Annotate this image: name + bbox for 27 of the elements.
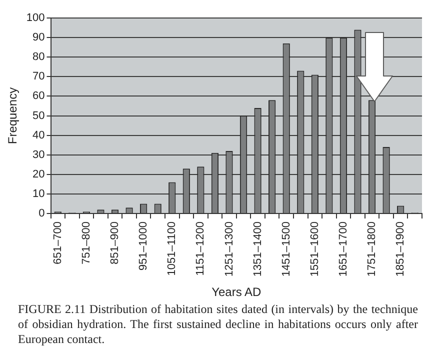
y-tick-label: 20 — [32, 168, 45, 180]
y-tick-label: 10 — [32, 188, 45, 200]
y-tick-label: 50 — [32, 110, 45, 122]
y-tick-label: 30 — [32, 148, 45, 161]
x-tick-label: 1151–1200 — [194, 222, 207, 276]
x-tick-label: 1251–1300 — [223, 222, 236, 277]
y-tick-label: 60 — [32, 90, 45, 102]
x-tick-label: 651–700 — [52, 222, 64, 264]
x-tick-label: 951–1000 — [138, 222, 150, 270]
y-tick-label: 80 — [32, 51, 45, 64]
x-tick-label: 1051–1100 — [166, 222, 178, 276]
x-tick-label: 1451–1500 — [280, 222, 292, 277]
x-tick-label: 1551–1600 — [308, 222, 321, 277]
x-tick-label: 1751–1800 — [366, 222, 378, 277]
x-tick-label: 751–800 — [80, 222, 92, 264]
y-tick-label: 70 — [32, 70, 45, 83]
y-axis-title: Frequency — [6, 87, 20, 144]
caption: FIGURE 2.11 Distribution of habitation sites dated (in intervals) by the technique of obsidian hydration. The first sustained decline in habitations occurs only after European contact. — [18, 302, 418, 347]
y-tick-label: 90 — [32, 32, 45, 44]
y-tick-label: 100 — [26, 12, 45, 24]
x-axis-title: Years AD — [212, 285, 262, 300]
x-tick-label: 1351–1400 — [252, 222, 264, 277]
y-tick-label: 40 — [32, 129, 45, 142]
x-tick-label: 1851–1900 — [394, 222, 407, 277]
x-tick-label: 851–900 — [109, 222, 122, 264]
y-tick-label: 0 — [38, 208, 45, 220]
x-tick-label: 1651–1700 — [338, 222, 350, 277]
